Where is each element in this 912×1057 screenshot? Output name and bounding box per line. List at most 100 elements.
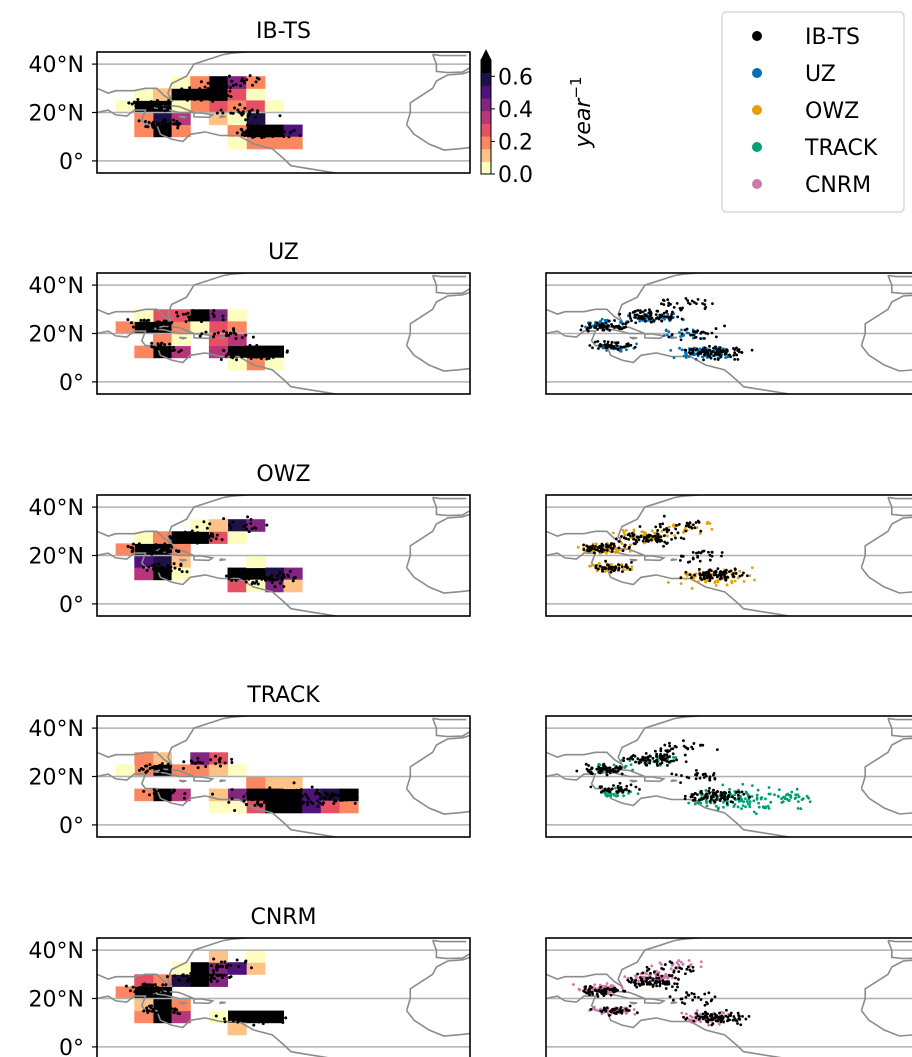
storm-point <box>796 793 800 797</box>
ibts-point <box>712 346 715 350</box>
storm-point <box>695 1009 699 1013</box>
ibts-point <box>715 347 718 351</box>
latitude-tick-label: 0° <box>59 371 84 396</box>
storm-point <box>167 794 171 798</box>
ibts-point <box>639 978 643 982</box>
storm-point <box>180 91 184 95</box>
storm-point <box>189 315 193 319</box>
storm-point <box>226 352 230 356</box>
storm-point <box>155 566 159 570</box>
storm-point <box>303 792 307 796</box>
colorbar-segment <box>481 60 491 74</box>
ibts-point <box>596 567 600 571</box>
storm-point <box>267 356 271 360</box>
storm-point <box>158 772 162 776</box>
ibts-point <box>638 525 642 528</box>
storm-point <box>251 335 255 339</box>
storm-point <box>257 133 261 137</box>
ibts-point <box>705 1019 708 1023</box>
ibts-point <box>694 777 698 781</box>
storm-point <box>287 802 291 806</box>
ibts-point <box>628 1004 632 1008</box>
ibts-point <box>740 351 744 354</box>
storm-point <box>261 348 265 352</box>
storm-point <box>246 515 250 519</box>
ibts-point <box>633 345 637 349</box>
storm-point <box>664 329 668 333</box>
storm-point <box>241 352 245 356</box>
storm-point <box>181 766 185 770</box>
ibts-point <box>665 753 669 757</box>
density-cell <box>264 1010 284 1024</box>
density-cell <box>134 1010 154 1024</box>
storm-point <box>221 965 225 969</box>
storm-point <box>234 348 238 352</box>
storm-point <box>243 960 247 964</box>
ibts-point <box>702 358 705 362</box>
coastline <box>219 1001 226 1005</box>
storm-point <box>150 552 154 556</box>
storm-point <box>254 80 258 84</box>
ibts-point <box>687 776 691 780</box>
coastline <box>675 495 704 499</box>
storm-point <box>234 346 238 350</box>
ibts-point <box>604 543 608 546</box>
coastline <box>546 939 676 989</box>
storm-point <box>263 350 267 354</box>
ibts-point <box>726 575 730 579</box>
storm-point <box>667 330 671 334</box>
storm-point <box>684 356 688 359</box>
colorbar-extend-arrow <box>480 49 492 61</box>
ibts-point <box>619 1006 623 1009</box>
density-cell <box>134 531 154 544</box>
ibts-point <box>682 744 686 748</box>
ibts-point <box>721 348 725 352</box>
storm-point <box>186 311 190 315</box>
ibts-point <box>683 794 687 798</box>
ibts-point <box>660 319 664 323</box>
ibts-point <box>691 333 695 337</box>
ibts-point <box>646 976 650 980</box>
coastline <box>432 274 467 278</box>
storm-point <box>269 798 273 802</box>
ibts-point <box>609 546 613 550</box>
ibts-point <box>588 549 592 553</box>
storm-point <box>280 129 284 133</box>
storm-point <box>323 797 327 801</box>
storm-point <box>672 755 675 759</box>
storm-point <box>162 347 166 351</box>
storm-point <box>126 318 130 322</box>
legend-frame <box>721 11 905 213</box>
ibts-point <box>643 761 647 765</box>
ibts-point <box>603 788 606 792</box>
ibts-point <box>687 523 690 527</box>
ibts-point <box>622 756 626 760</box>
storm-point <box>254 797 258 801</box>
storm-point <box>244 575 248 579</box>
ibts-point <box>694 1016 698 1019</box>
storm-point <box>172 562 176 566</box>
coastline <box>405 345 470 372</box>
ibts-point <box>660 302 663 306</box>
ibts-point <box>653 534 657 538</box>
storm-point <box>144 764 148 768</box>
storm-point <box>174 531 178 535</box>
ibts-point <box>672 305 676 309</box>
storm-point <box>682 354 686 358</box>
storm-point <box>678 346 681 350</box>
ibts-point <box>737 1017 741 1021</box>
ibts-point <box>601 768 605 771</box>
storm-point <box>252 1023 256 1027</box>
ibts-point <box>637 761 641 765</box>
storm-point <box>234 578 238 582</box>
coastline <box>405 291 470 346</box>
storm-point <box>194 535 198 539</box>
storm-point <box>176 314 180 318</box>
ibts-point <box>674 773 678 777</box>
storm-point <box>710 527 714 531</box>
storm-point <box>217 94 221 98</box>
storm-point <box>256 348 260 352</box>
storm-point <box>199 531 203 535</box>
coastline <box>860 1010 912 1037</box>
storm-point <box>149 324 153 328</box>
